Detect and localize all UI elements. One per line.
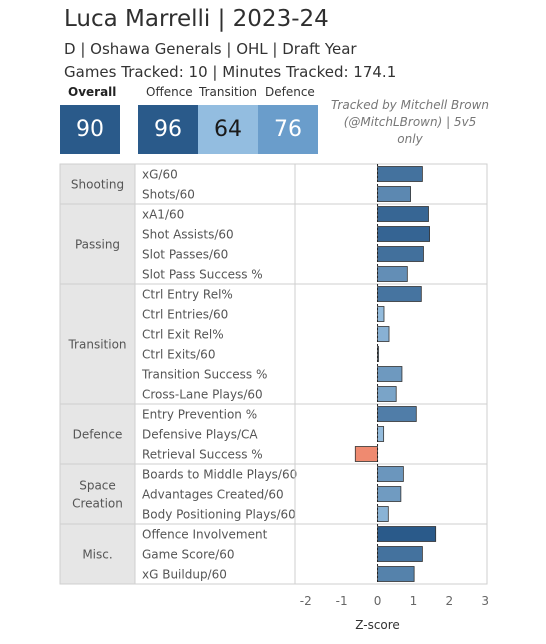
metric-label: xG/60 bbox=[142, 168, 178, 182]
games-tracked: Games Tracked: 10 | Minutes Tracked: 174… bbox=[64, 63, 397, 81]
category-cell bbox=[60, 164, 135, 204]
category-cell bbox=[60, 284, 135, 404]
bar bbox=[377, 506, 389, 522]
category-label: Transition bbox=[67, 338, 126, 352]
transition-score: 64 bbox=[214, 117, 242, 142]
defence-score-box: 76 bbox=[258, 105, 318, 154]
overall-label: Overall bbox=[68, 85, 117, 99]
x-tick-label: 2 bbox=[445, 594, 453, 608]
transition-score-box: 64 bbox=[198, 105, 258, 154]
defence-score: 76 bbox=[274, 117, 302, 142]
category-label: Creation bbox=[72, 497, 123, 511]
metric-label: Entry Prevention % bbox=[142, 408, 257, 422]
bar bbox=[377, 306, 385, 322]
bar bbox=[377, 546, 423, 562]
bar bbox=[377, 386, 397, 402]
bar bbox=[377, 486, 402, 502]
category-label: Space bbox=[79, 479, 116, 493]
overall-score-box: 90 bbox=[60, 105, 120, 154]
metric-label: Offence Involvement bbox=[142, 528, 268, 542]
metric-label: Ctrl Entry Rel% bbox=[142, 288, 233, 302]
metric-label: xG Buildup/60 bbox=[142, 568, 227, 582]
metric-label: Retrieval Success % bbox=[142, 448, 263, 462]
metric-label: Body Positioning Plays/60 bbox=[142, 508, 296, 522]
bar bbox=[377, 266, 408, 282]
bar bbox=[377, 186, 411, 202]
offence-score: 96 bbox=[154, 117, 182, 142]
metric-label: Shot Assists/60 bbox=[142, 228, 234, 242]
overall-score: 90 bbox=[76, 117, 104, 142]
category-cell bbox=[60, 404, 135, 464]
bar bbox=[377, 526, 437, 542]
page-title: Luca Marrelli | 2023-24 bbox=[64, 6, 329, 32]
bar bbox=[377, 466, 404, 482]
bar bbox=[377, 406, 417, 422]
x-tick-label: 3 bbox=[481, 594, 489, 608]
offence-score-box: 96 bbox=[138, 105, 198, 154]
credit-line-3: only bbox=[397, 132, 423, 146]
x-tick-label: -1 bbox=[336, 594, 348, 608]
category-cell bbox=[60, 524, 135, 584]
defence-label: Defence bbox=[265, 85, 315, 99]
bar bbox=[377, 366, 403, 382]
x-axis-title: Z-score bbox=[355, 618, 400, 632]
tracking-credit: Tracked by Mitchell Brown (@MitchLBrown)… bbox=[326, 97, 494, 148]
category-cell bbox=[60, 464, 135, 524]
bar bbox=[377, 566, 415, 582]
metric-label: xA1/60 bbox=[142, 208, 184, 222]
category-label: Passing bbox=[75, 238, 120, 252]
chart-frame bbox=[59, 163, 488, 585]
metric-label: Cross-Lane Plays/60 bbox=[142, 388, 263, 402]
bar bbox=[377, 246, 424, 262]
category-cell bbox=[60, 204, 135, 284]
metric-label: Defensive Plays/CA bbox=[142, 428, 258, 442]
bar bbox=[377, 166, 423, 182]
bar bbox=[377, 326, 390, 342]
bar bbox=[377, 206, 429, 222]
metric-label: Advantages Created/60 bbox=[142, 488, 284, 502]
transition-label: Transition bbox=[199, 85, 258, 99]
bar bbox=[377, 286, 422, 302]
bar bbox=[377, 426, 385, 442]
bar bbox=[354, 446, 378, 462]
metric-label: Game Score/60 bbox=[142, 548, 234, 562]
metric-label: Slot Passes/60 bbox=[142, 248, 228, 262]
x-tick-label: -2 bbox=[300, 594, 312, 608]
category-label: Shooting bbox=[71, 178, 124, 192]
player-subtitle: D | Oshawa Generals | OHL | Draft Year bbox=[64, 40, 357, 58]
x-tick-label: 0 bbox=[374, 594, 382, 608]
metric-label: Boards to Middle Plays/60 bbox=[142, 468, 297, 482]
metric-label: Ctrl Exits/60 bbox=[142, 348, 215, 362]
credit-line-1: Tracked by Mitchell Brown bbox=[331, 98, 489, 112]
metric-label: Ctrl Entries/60 bbox=[142, 308, 228, 322]
category-label: Defence bbox=[73, 428, 123, 442]
bar bbox=[377, 226, 430, 242]
metric-label: Shots/60 bbox=[142, 188, 195, 202]
offence-label: Offence bbox=[146, 85, 193, 99]
metric-label: Ctrl Exit Rel% bbox=[142, 328, 224, 342]
x-tick-label: 1 bbox=[410, 594, 418, 608]
metric-label: Transition Success % bbox=[141, 368, 267, 382]
credit-line-2: (@MitchLBrown) | 5v5 bbox=[343, 115, 477, 129]
category-label: Misc. bbox=[82, 548, 112, 562]
metric-label: Slot Pass Success % bbox=[142, 268, 263, 282]
